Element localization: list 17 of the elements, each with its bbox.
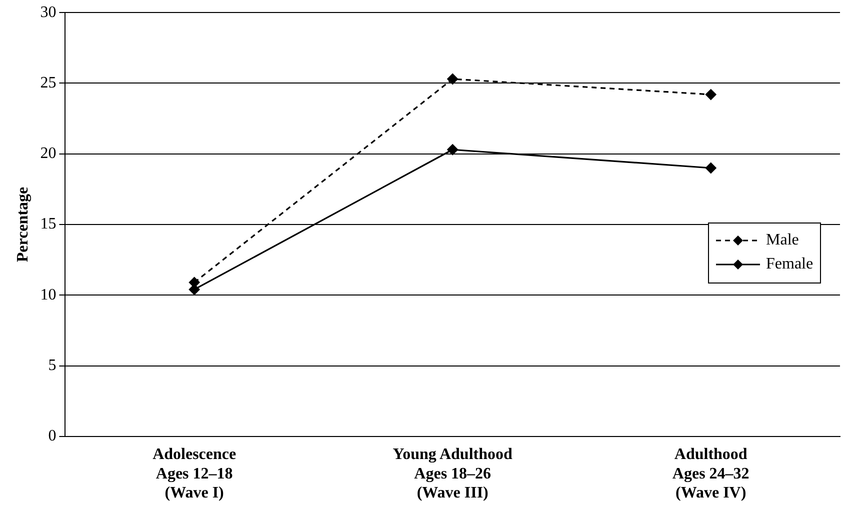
x-tick-label: Adulthood Ages 24–32 (Wave IV) — [672, 446, 750, 502]
y-tick-label: 20 — [40, 145, 56, 162]
y-tick-label: 5 — [48, 356, 56, 374]
x-tick-label: Adolescence Ages 12–18 (Wave I) — [152, 446, 236, 502]
x-tick-label: Young Adulthood Ages 18–26 (Wave III) — [392, 446, 513, 502]
point — [447, 144, 458, 156]
y-tick-label: 30 — [40, 4, 56, 21]
y-tick-label: 25 — [40, 74, 56, 92]
y-axis-title: Percentage — [14, 186, 32, 262]
point — [705, 89, 716, 100]
y-tick-label: 15 — [40, 216, 56, 233]
point — [705, 162, 716, 174]
y-tick-label: 0 — [48, 428, 56, 445]
legend-label: Male — [766, 232, 799, 249]
y-tick-label: 10 — [40, 286, 56, 304]
legend-label: Female — [766, 256, 814, 273]
point — [447, 73, 458, 84]
